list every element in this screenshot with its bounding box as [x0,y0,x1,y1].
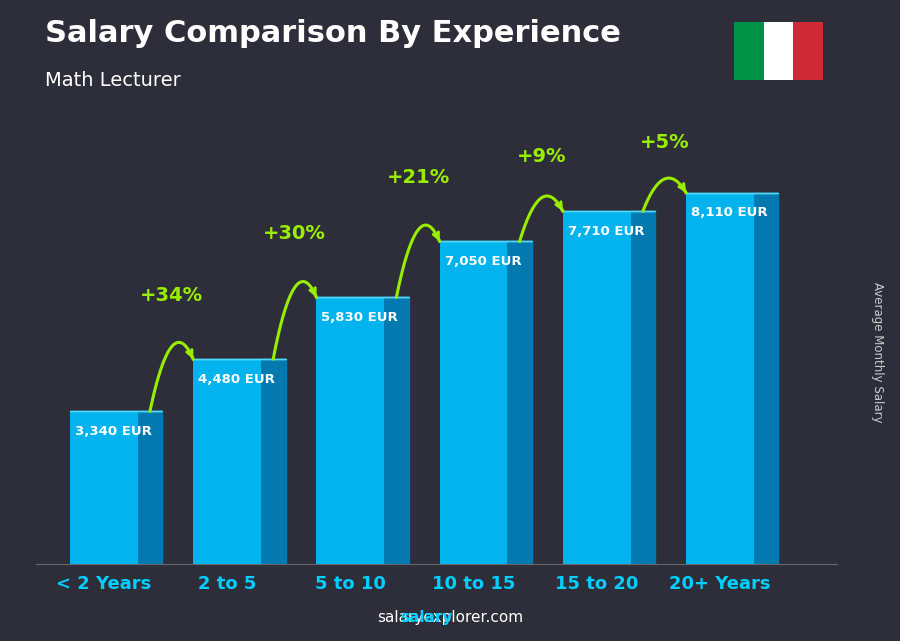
Text: Math Lecturer: Math Lecturer [45,71,181,90]
Polygon shape [508,241,532,564]
Polygon shape [261,359,285,564]
Bar [194,359,261,564]
Text: Salary Comparison By Experience: Salary Comparison By Experience [45,19,621,48]
Bar [439,241,508,564]
Bar [734,22,763,80]
Text: 4,480 EUR: 4,480 EUR [198,372,274,386]
Polygon shape [384,297,409,564]
Text: 7,710 EUR: 7,710 EUR [568,225,644,238]
Bar [562,211,631,564]
Text: +9%: +9% [517,147,566,166]
Polygon shape [631,211,655,564]
Text: salaryexplorer.com: salaryexplorer.com [377,610,523,625]
Text: 7,050 EUR: 7,050 EUR [445,255,521,268]
Polygon shape [754,193,778,564]
Text: 5,830 EUR: 5,830 EUR [321,311,398,324]
Text: +21%: +21% [386,169,450,187]
Bar [794,22,824,80]
Bar [763,22,794,80]
Bar [70,411,138,564]
Bar [317,297,384,564]
Text: +30%: +30% [264,224,326,243]
Text: 8,110 EUR: 8,110 EUR [691,206,768,219]
Bar [686,193,754,564]
Text: Average Monthly Salary: Average Monthly Salary [871,282,884,423]
Text: 3,340 EUR: 3,340 EUR [75,425,152,438]
Text: +34%: +34% [140,286,203,305]
Text: +5%: +5% [640,133,689,153]
Polygon shape [138,411,162,564]
Text: salary: salary [400,610,453,625]
